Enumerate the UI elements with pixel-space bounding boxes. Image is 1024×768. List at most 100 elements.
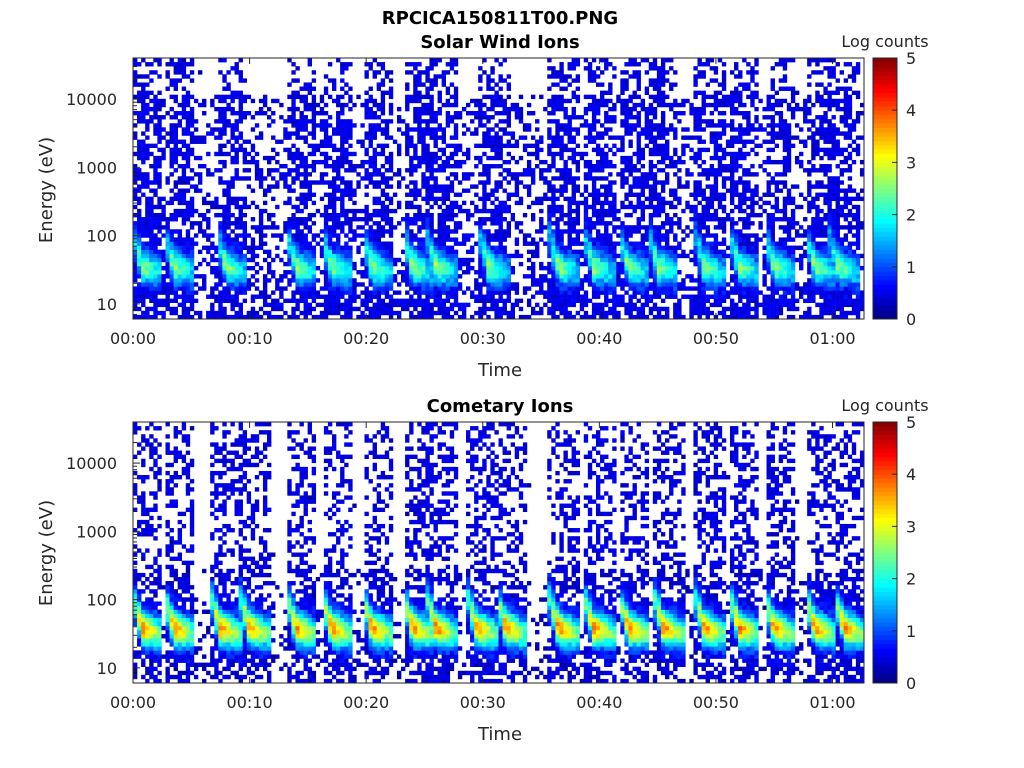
heatmap-cell [461, 306, 467, 312]
heatmap-cell [482, 310, 487, 316]
heatmap-cell [571, 274, 576, 279]
heatmap-cell [587, 253, 593, 259]
heatmap-cell [405, 70, 410, 75]
heatmap-cell [583, 314, 589, 320]
heatmap-cell [323, 159, 329, 165]
heatmap-cell [551, 204, 556, 210]
heatmap-cell [133, 298, 138, 303]
heatmap-cell [457, 265, 463, 271]
heatmap-cell [449, 274, 455, 279]
heatmap-cell [271, 274, 276, 279]
heatmap-cell [482, 184, 487, 189]
heatmap-cell [547, 270, 552, 275]
heatmap-cell [271, 119, 276, 124]
heatmap-cell [376, 86, 382, 91]
heatmap-cell [567, 212, 572, 218]
heatmap-cell [652, 294, 658, 299]
heatmap-cell [299, 123, 304, 128]
heatmap-cell [600, 192, 605, 197]
heatmap-cell [583, 66, 589, 71]
heatmap-cell [372, 196, 377, 202]
heatmap-cell [665, 310, 670, 316]
heatmap-cell [441, 159, 446, 165]
heatmap-cell [376, 123, 382, 128]
heatmap-cell [620, 278, 625, 283]
heatmap-cell [494, 310, 499, 316]
heatmap-cell [336, 306, 341, 312]
heatmap-cell [185, 180, 191, 185]
heatmap-cell [413, 261, 418, 267]
heatmap-cell [656, 147, 662, 153]
heatmap-cell [376, 115, 382, 120]
heatmap-cell [214, 168, 219, 173]
heatmap-cell [652, 123, 658, 128]
heatmap-cell [579, 314, 585, 320]
heatmap-cell [291, 90, 296, 96]
heatmap-cell [636, 204, 641, 210]
heatmap-cell [624, 192, 629, 197]
heatmap-cell [620, 257, 625, 263]
heatmap-cell [303, 225, 308, 230]
heatmap-cell [246, 278, 252, 283]
heatmap-cell [214, 270, 219, 275]
heatmap-cell [474, 192, 479, 197]
heatmap-cell [137, 115, 142, 120]
heatmap-cell [157, 58, 162, 63]
heatmap-cell [470, 131, 475, 136]
heatmap-cell [591, 208, 597, 214]
heatmap-cell [648, 176, 654, 181]
heatmap-cell [331, 184, 337, 189]
heatmap-cell [303, 233, 308, 238]
heatmap-cell [486, 253, 491, 259]
heatmap-cell [141, 106, 146, 112]
heatmap-cell [502, 78, 507, 83]
heatmap-cell [673, 274, 678, 279]
heatmap-cell [587, 168, 593, 173]
heatmap-cell [640, 302, 645, 308]
heatmap-cell [311, 111, 317, 116]
heatmap-cell [425, 245, 430, 250]
heatmap-cell [445, 188, 451, 193]
heatmap-cell [307, 188, 312, 193]
heatmap-cell [173, 82, 178, 87]
heatmap-cell [445, 164, 451, 169]
heatmap-cell [587, 261, 593, 267]
heatmap-cell [660, 290, 666, 295]
heatmap-cell [319, 249, 325, 255]
heatmap-cell [652, 241, 658, 246]
heatmap-cell [665, 70, 670, 75]
heatmap-cell [133, 94, 138, 100]
heatmap-cell [181, 241, 187, 246]
heatmap-cell [648, 94, 654, 100]
heatmap-cell [543, 168, 548, 173]
heatmap-cell [336, 241, 341, 246]
heatmap-cell [372, 229, 377, 234]
heatmap-cell [571, 314, 576, 320]
heatmap-cell [303, 196, 308, 202]
heatmap-cell [364, 176, 369, 181]
heatmap-cell [388, 306, 394, 312]
heatmap-cell [624, 196, 629, 202]
heatmap-cell [620, 106, 625, 112]
heatmap-cell [669, 249, 674, 255]
heatmap-cell [583, 241, 589, 246]
heatmap-cell [559, 155, 564, 161]
heatmap-cell [502, 159, 507, 165]
heatmap-cell [384, 278, 390, 283]
heatmap-cell [352, 217, 357, 222]
heatmap-cell [575, 229, 581, 234]
heatmap-cell [595, 192, 601, 197]
heatmap-cell [319, 212, 325, 218]
heatmap-cell [628, 115, 633, 120]
heatmap-cell [307, 106, 312, 112]
heatmap-cell [547, 306, 552, 312]
heatmap-cell [453, 131, 459, 136]
heatmap-cell [453, 102, 459, 108]
heatmap-cell [681, 229, 686, 234]
heatmap-cell [624, 270, 629, 275]
heatmap-cell [360, 314, 365, 320]
heatmap-cell [612, 208, 617, 214]
heatmap-cell [141, 139, 146, 144]
heatmap-cell [409, 274, 414, 279]
heatmap-cell [656, 196, 662, 202]
